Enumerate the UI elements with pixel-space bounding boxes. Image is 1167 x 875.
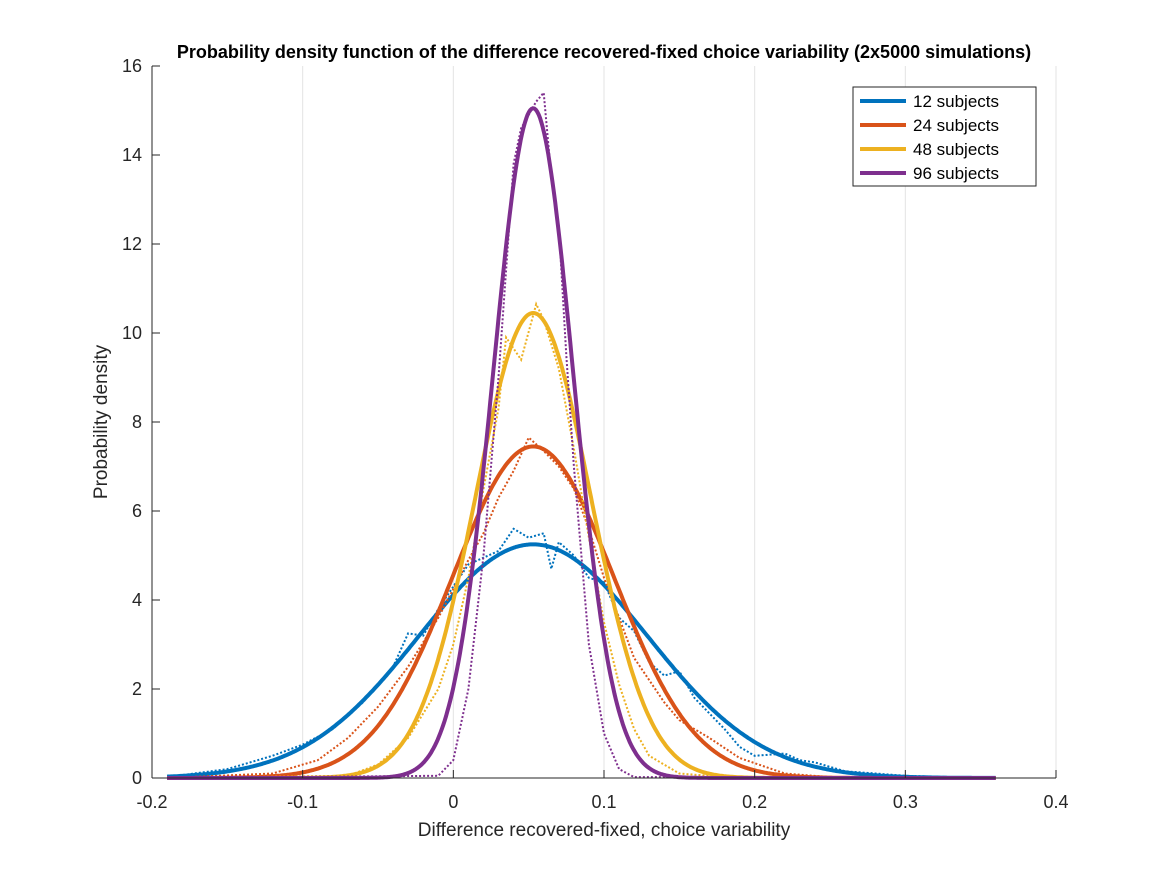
legend-label: 12 subjects bbox=[913, 92, 999, 111]
x-axis-label: Difference recovered-fixed, choice varia… bbox=[418, 820, 791, 841]
x-tick-label: 0 bbox=[448, 792, 458, 812]
y-tick-label: 16 bbox=[122, 56, 142, 76]
empirical-curve-12-subjects bbox=[166, 527, 996, 779]
legend-box bbox=[852, 86, 1037, 187]
y-tick-label: 10 bbox=[122, 323, 142, 343]
legend-item-12-subjects[interactable]: 12 subjects bbox=[860, 92, 999, 111]
y-tick-label: 2 bbox=[132, 679, 142, 699]
x-tick-label: 0.3 bbox=[893, 792, 918, 812]
y-tick-label: 4 bbox=[132, 590, 142, 610]
legend-label: 96 subjects bbox=[913, 164, 999, 183]
empirical-curve-24-subjects bbox=[167, 435, 996, 779]
x-tick-label: 0.4 bbox=[1043, 792, 1068, 812]
y-tick-label: 12 bbox=[122, 234, 142, 254]
y-tick-label: 14 bbox=[122, 145, 142, 165]
y-ticks: 0 2 4 6 8 10 12 14 16 bbox=[122, 56, 160, 788]
grid-lines bbox=[302, 66, 1057, 778]
x-tick-label: 0.1 bbox=[591, 792, 616, 812]
legend-item-24-subjects[interactable]: 24 subjects bbox=[860, 116, 999, 135]
legend-item-48-subjects[interactable]: 48 subjects bbox=[860, 140, 999, 159]
x-tick-label: -0.2 bbox=[136, 792, 167, 812]
y-tick-label: 6 bbox=[132, 501, 142, 521]
chart-title: Probability density function of the diff… bbox=[177, 42, 1031, 62]
y-tick-label: 0 bbox=[132, 768, 142, 788]
legend[interactable]: 12 subjects 24 subjects 48 subjects 96 subj… bbox=[852, 86, 1037, 187]
x-tick-label: 0.2 bbox=[742, 792, 767, 812]
empirical-curve-96-subjects bbox=[167, 90, 996, 779]
empirical-curve-48-subjects bbox=[167, 301, 996, 779]
x-ticks: -0.2 -0.1 0 0.1 0.2 0.3 0.4 bbox=[136, 770, 1069, 812]
legend-label: 48 subjects bbox=[913, 140, 999, 159]
legend-label: 24 subjects bbox=[913, 116, 999, 135]
legend-item-96-subjects[interactable]: 96 subjects bbox=[860, 164, 999, 183]
y-tick-label: 8 bbox=[132, 412, 142, 432]
x-tick-label: -0.1 bbox=[287, 792, 318, 812]
y-axis-label: Probability density bbox=[91, 344, 112, 499]
